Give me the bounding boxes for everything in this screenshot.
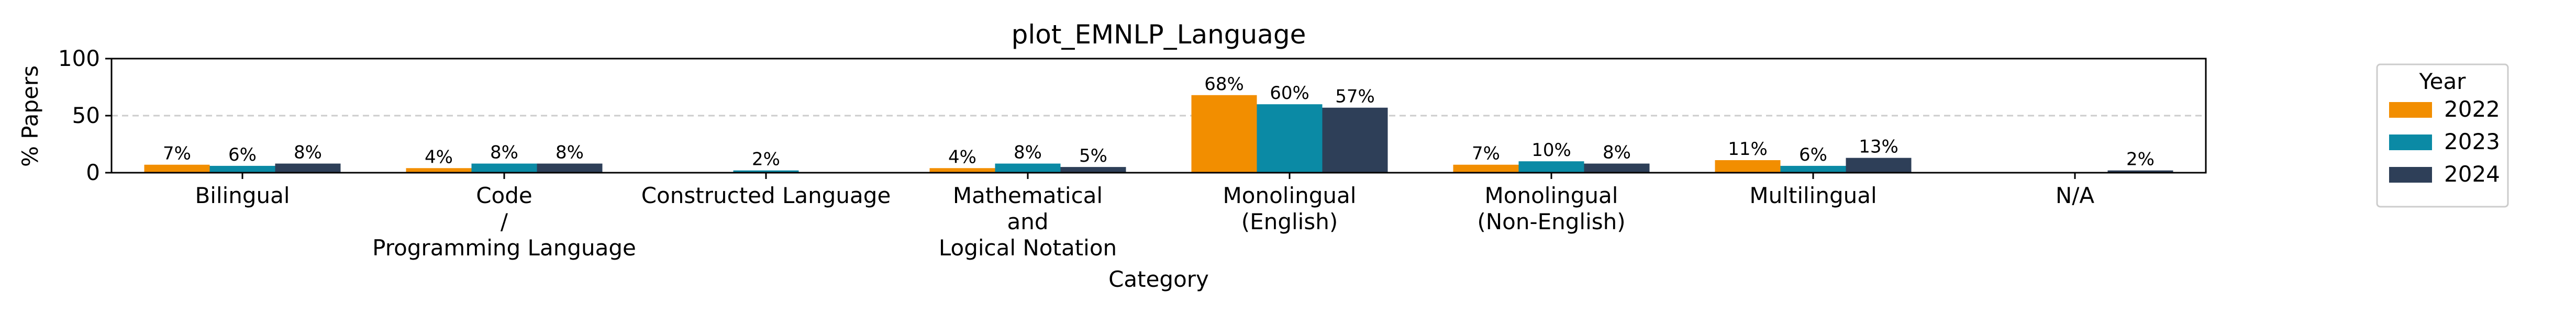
- y-axis-label: % Papers: [17, 65, 43, 167]
- data-label-2024-1: 8%: [294, 142, 322, 163]
- data-label-2024-6: 8%: [1603, 142, 1631, 163]
- chart-title: plot_EMNLP_Language: [1012, 19, 1306, 50]
- legend-label-2023: 2023: [2444, 129, 2500, 154]
- legend-swatch-2022: [2389, 102, 2432, 118]
- bar-2024-6: [1584, 163, 1650, 173]
- bar-2024-5: [1322, 107, 1388, 173]
- data-label-2024-5: 57%: [1335, 86, 1375, 107]
- bar-2022-6: [1453, 164, 1519, 173]
- bar-2024-8: [2107, 170, 2173, 173]
- data-label-2022-1: 7%: [163, 143, 191, 164]
- bars: [144, 95, 2173, 173]
- y-tick-label-50: 50: [72, 103, 100, 128]
- data-label-2023-7: 6%: [1799, 144, 1827, 165]
- y-tick-label-100: 100: [58, 46, 100, 71]
- x-tick-label-8: N/A: [2056, 183, 2095, 208]
- data-label-2022-4: 4%: [948, 147, 976, 167]
- x-tick-label-4: Mathematical and Logical Notation: [939, 183, 1117, 261]
- legend-swatch-2024: [2389, 167, 2432, 183]
- data-label-2022-7: 11%: [1728, 139, 1768, 160]
- y-ticks: 0 50 100: [58, 46, 112, 185]
- bar-2022-5: [1191, 95, 1257, 173]
- data-label-2023-2: 8%: [490, 142, 518, 163]
- data-label-2024-8: 2%: [2126, 149, 2155, 170]
- bar-2023-3: [733, 170, 799, 173]
- x-tick-label-6: Monolingual (Non-English): [1477, 183, 1625, 234]
- data-label-2023-1: 6%: [228, 144, 257, 165]
- bar-2024-2: [537, 163, 603, 173]
- data-label-2022-6: 7%: [1472, 143, 1500, 164]
- legend-items: 2022 2023 2024: [2389, 96, 2500, 187]
- data-labels: 7% 6% 8% 4% 8% 8% 2% 4% 8% 5% 68% 60% 57% 7% 10% 8% 11% 6…: [163, 74, 2155, 170]
- legend-label-2022: 2022: [2444, 96, 2500, 122]
- x-tick-label-1: Bilingual: [195, 183, 290, 208]
- legend-title: Year: [2419, 69, 2467, 94]
- bar-2023-7: [1780, 165, 1846, 173]
- legend-swatch-2023: [2389, 134, 2432, 150]
- x-axis-label: Category: [1108, 266, 1209, 292]
- y-tick-label-0: 0: [86, 160, 100, 185]
- data-label-2023-6: 10%: [1531, 140, 1571, 161]
- data-label-2024-7: 13%: [1859, 137, 1898, 158]
- data-label-2023-4: 8%: [1014, 142, 1042, 163]
- bar-2023-6: [1518, 161, 1584, 173]
- x-tick-label-5: Monolingual (English): [1223, 183, 1357, 234]
- bar-2022-7: [1715, 160, 1781, 173]
- data-label-2022-5: 68%: [1204, 74, 1244, 95]
- data-label-2024-2: 8%: [556, 142, 584, 163]
- x-tick-label-2: Code / Programming Language: [372, 183, 636, 261]
- bar-2024-1: [275, 163, 341, 173]
- data-label-2022-2: 4%: [425, 147, 453, 167]
- x-ticks: Bilingual Code / Programming LanguageConstr…: [195, 173, 2094, 261]
- data-label-2024-4: 5%: [1079, 145, 1107, 166]
- bar-2023-4: [995, 163, 1061, 173]
- legend: Year 2022 2023 2024: [2376, 63, 2509, 208]
- legend-label-2024: 2024: [2444, 161, 2500, 187]
- x-tick-label-7: Multilingual: [1749, 183, 1877, 208]
- x-tick-label-3: Constructed Language: [641, 183, 891, 208]
- data-label-2023-5: 60%: [1270, 83, 1309, 104]
- bar-2023-5: [1257, 104, 1323, 173]
- bar-2024-7: [1846, 158, 1912, 173]
- bar-2024-4: [1060, 167, 1126, 173]
- bar-2022-2: [406, 168, 472, 173]
- bar-2022-4: [929, 168, 995, 173]
- bar-2022-1: [144, 164, 210, 173]
- bar-2023-2: [471, 163, 537, 173]
- bar-2023-1: [209, 165, 275, 173]
- data-label-2023-3: 2%: [752, 149, 780, 170]
